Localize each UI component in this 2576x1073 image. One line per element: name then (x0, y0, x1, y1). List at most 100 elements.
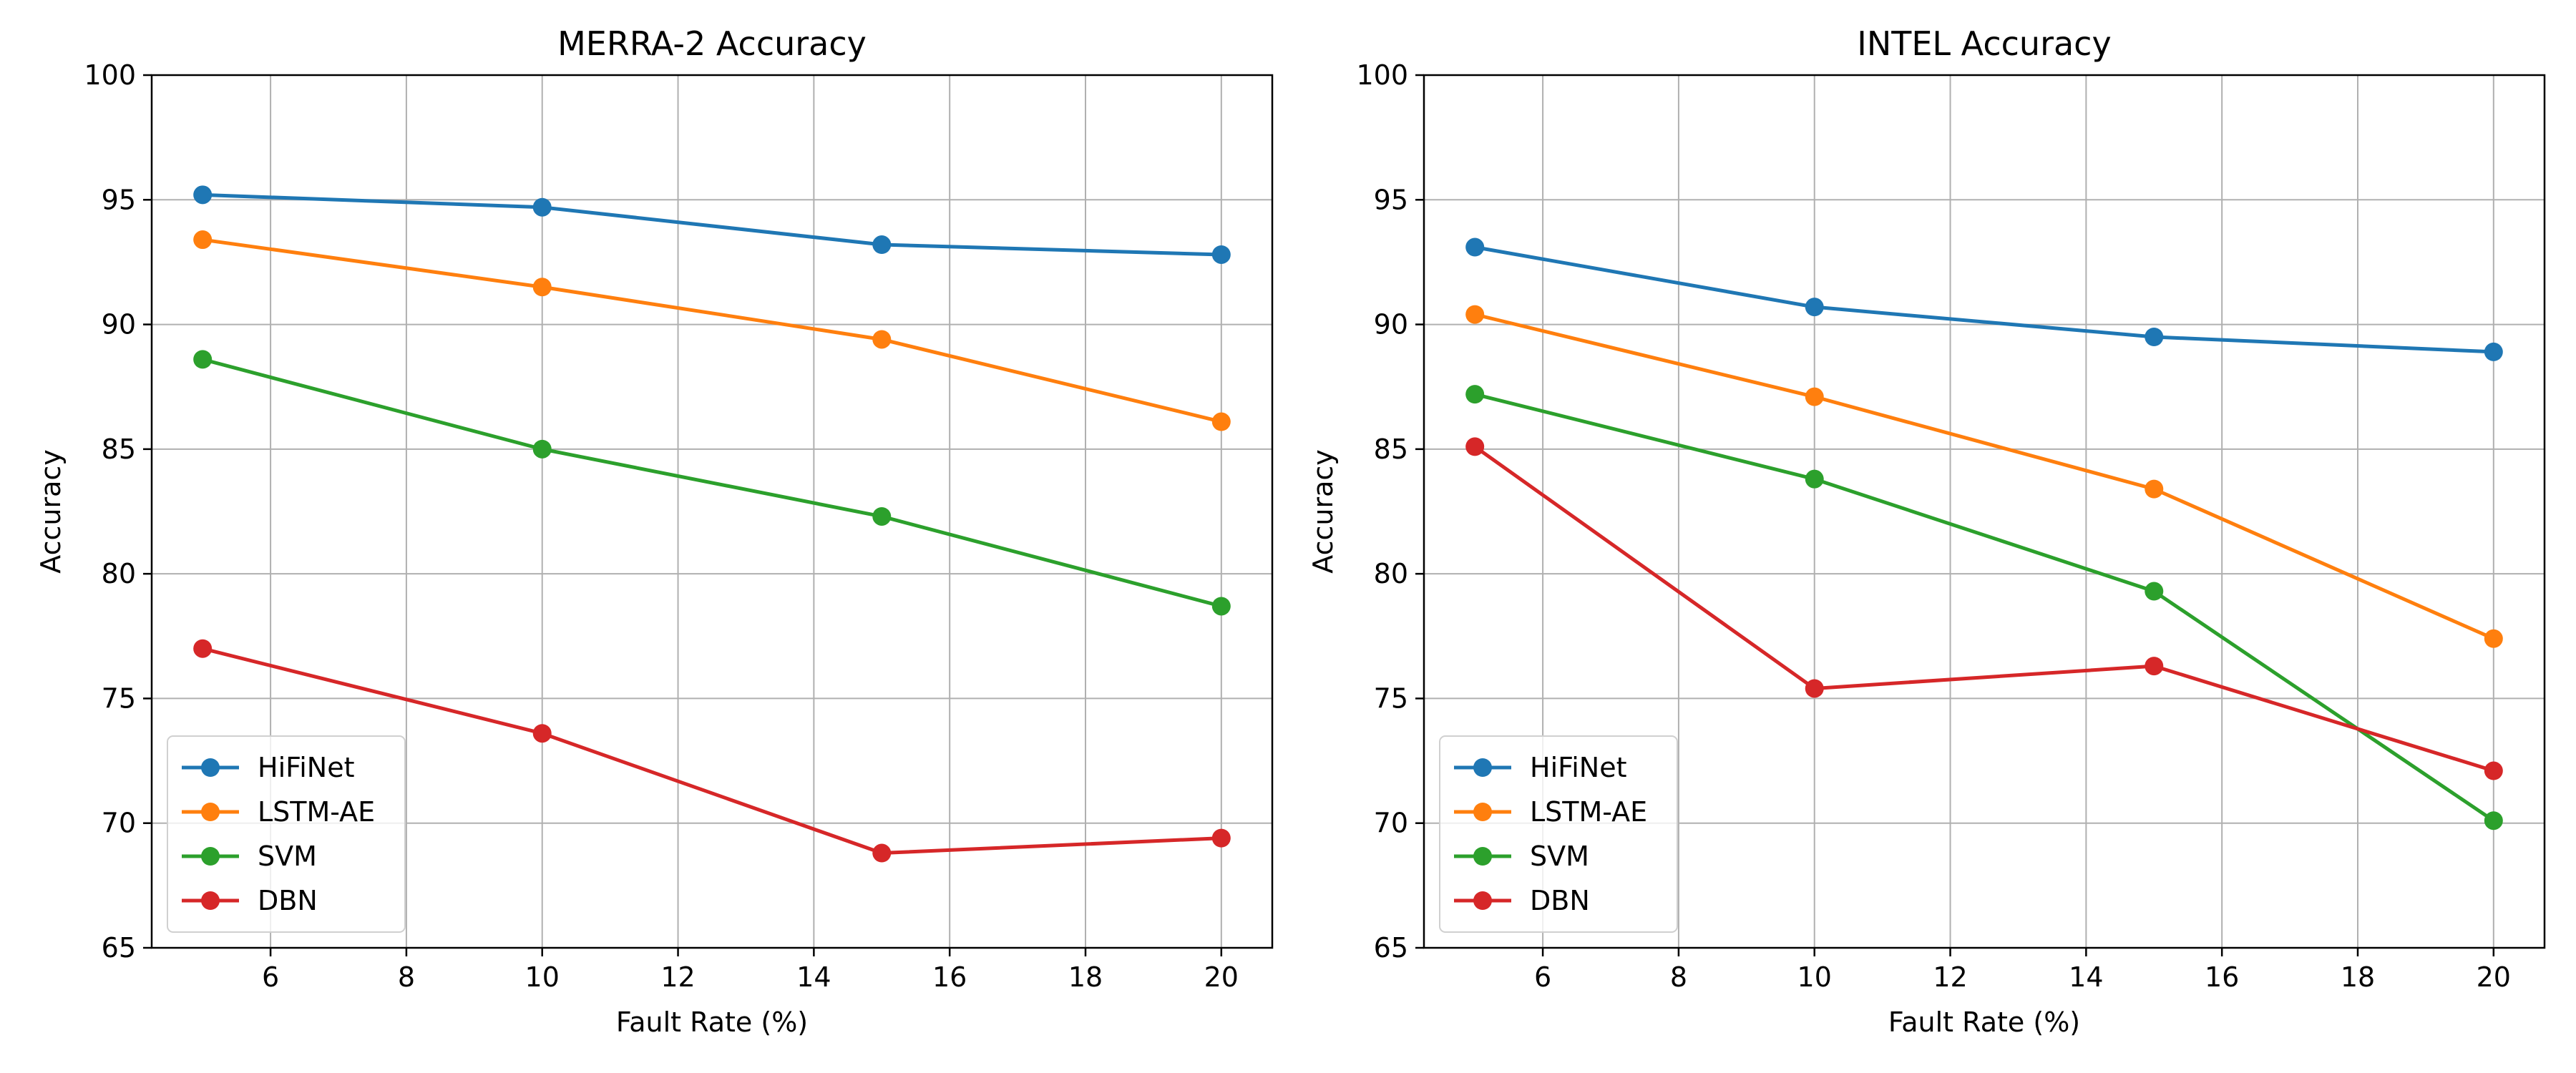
x-tick-label: 8 (398, 961, 415, 993)
legend-swatch-marker (201, 803, 220, 821)
x-tick-label: 10 (525, 961, 560, 993)
data-point-svm (872, 506, 892, 526)
x-tick-label: 12 (660, 961, 695, 993)
chart-title: MERRA-2 Accuracy (557, 24, 867, 63)
x-tick-label: 16 (2205, 961, 2239, 993)
series-svm (193, 350, 1231, 616)
y-tick-label: 90 (102, 309, 136, 340)
y-tick-label: 75 (102, 682, 136, 714)
x-tick-label: 8 (1670, 961, 1687, 993)
x-tick-label: 6 (1534, 961, 1551, 993)
legend-entry-hifinet: HiFiNet (1454, 752, 1627, 783)
chart-title: INTEL Accuracy (1857, 24, 2111, 63)
chart-panel-merra2: 6 8 10 12 14 16 18 20 65 70 75 80 85 90 95 100 MERRA-2 A… (35, 24, 1274, 1038)
data-point-hifinet (1465, 237, 1485, 257)
data-point-lstm-ae (1211, 412, 1231, 431)
legend-label: HiFiNet (1530, 752, 1627, 783)
data-point-hifinet (2484, 342, 2503, 361)
chart-panel-intel: 6 8 10 12 14 16 18 20 65 70 75 80 85 90 95 100 INTEL Acc… (1307, 24, 2546, 1038)
series-lstm-ae (1465, 305, 2503, 648)
data-point-hifinet (872, 235, 892, 255)
x-axis-title: Fault Rate (%) (1888, 1006, 2080, 1038)
legend-label: DBN (1530, 885, 1590, 916)
series-hifinet (193, 185, 1231, 264)
plot-frame (150, 74, 1274, 949)
y-tick-label: 80 (1374, 558, 1408, 589)
series-line-hifinet (1474, 245, 2494, 354)
data-point-svm (2145, 582, 2164, 601)
data-point-hifinet (1805, 298, 1824, 317)
y-tick-label: 95 (102, 184, 136, 215)
y-tick-label: 80 (102, 558, 136, 589)
x-tick-label: 18 (2341, 961, 2375, 993)
data-point-dbn (2145, 657, 2164, 676)
legend-swatch-marker (1473, 847, 1492, 866)
data-point-svm (1211, 597, 1231, 616)
plot-frame (1423, 74, 2546, 949)
data-point-hifinet (2145, 328, 2164, 346)
legend-label: HiFiNet (258, 752, 355, 783)
legend-entry-hifinet: HiFiNet (182, 752, 355, 783)
data-point-svm (193, 350, 213, 369)
series-line-lstm-ae (1474, 313, 2494, 641)
data-point-dbn (1805, 679, 1824, 698)
legend-label: LSTM-AE (258, 796, 375, 828)
y-tick-label: 100 (84, 59, 136, 91)
series-svm (1465, 385, 2503, 831)
data-point-hifinet (532, 197, 552, 217)
y-tick-label: 65 (1374, 932, 1408, 964)
series-line-dbn (1473, 445, 2494, 773)
legend-entry-dbn: DBN (1454, 885, 1590, 916)
legend-entry-svm: SVM (1454, 841, 1589, 872)
series-lstm-ae (193, 230, 1231, 431)
data-point-dbn (1211, 828, 1231, 848)
data-point-hifinet (1211, 245, 1231, 264)
x-axis-title: Fault Rate (%) (616, 1006, 808, 1038)
legend-label: SVM (258, 841, 317, 872)
legend-box (1439, 735, 1678, 933)
data-point-svm (2484, 811, 2503, 831)
legend-label: LSTM-AE (1530, 796, 1647, 828)
data-point-dbn (2484, 761, 2503, 780)
legend-entry-lstm-ae: LSTM-AE (1454, 796, 1647, 828)
legend-swatch-marker (1473, 803, 1492, 821)
y-tick-label: 85 (102, 433, 136, 465)
series-hifinet (1465, 237, 2503, 361)
legend-entry-svm: SVM (182, 841, 317, 872)
data-point-lstm-ae (872, 330, 892, 349)
y-tick-label: 95 (1374, 184, 1408, 215)
data-point-lstm-ae (1805, 387, 1824, 406)
data-point-dbn (193, 639, 213, 658)
legend-swatch-marker (1473, 891, 1492, 910)
legend-label: DBN (258, 885, 318, 916)
y-axis-title: Accuracy (1307, 449, 1339, 574)
series-line-svm (1474, 392, 2495, 823)
data-point-lstm-ae (2484, 629, 2503, 648)
data-point-dbn (872, 843, 892, 863)
legend-label: SVM (1530, 841, 1589, 872)
y-axis-title: Accuracy (35, 449, 67, 574)
legend-entry-lstm-ae: LSTM-AE (182, 796, 375, 828)
x-tick-label: 6 (262, 961, 279, 993)
y-tick-label: 65 (102, 932, 136, 964)
data-point-hifinet (193, 185, 213, 205)
data-point-svm (1465, 385, 1485, 404)
data-point-dbn (532, 724, 552, 743)
legend-swatch-marker (201, 758, 220, 777)
legend-swatch-marker (201, 847, 220, 866)
legend: HiFiNet LSTM-AE SVM DBN (167, 735, 406, 933)
x-tick-label: 10 (1797, 961, 1832, 993)
series-line-lstm-ae (202, 237, 1222, 423)
series-line-dbn (202, 647, 1221, 856)
series-line-svm (202, 357, 1222, 608)
data-point-lstm-ae (532, 278, 552, 297)
y-tick-label: 85 (1374, 433, 1408, 465)
legend: HiFiNet LSTM-AE SVM DBN (1439, 735, 1678, 933)
data-point-dbn (1465, 437, 1485, 456)
data-point-lstm-ae (2145, 479, 2164, 499)
legend-swatch-marker (201, 891, 220, 910)
series-dbn (193, 639, 1231, 863)
x-tick-label: 20 (1204, 961, 1239, 993)
grid (1424, 74, 2545, 949)
